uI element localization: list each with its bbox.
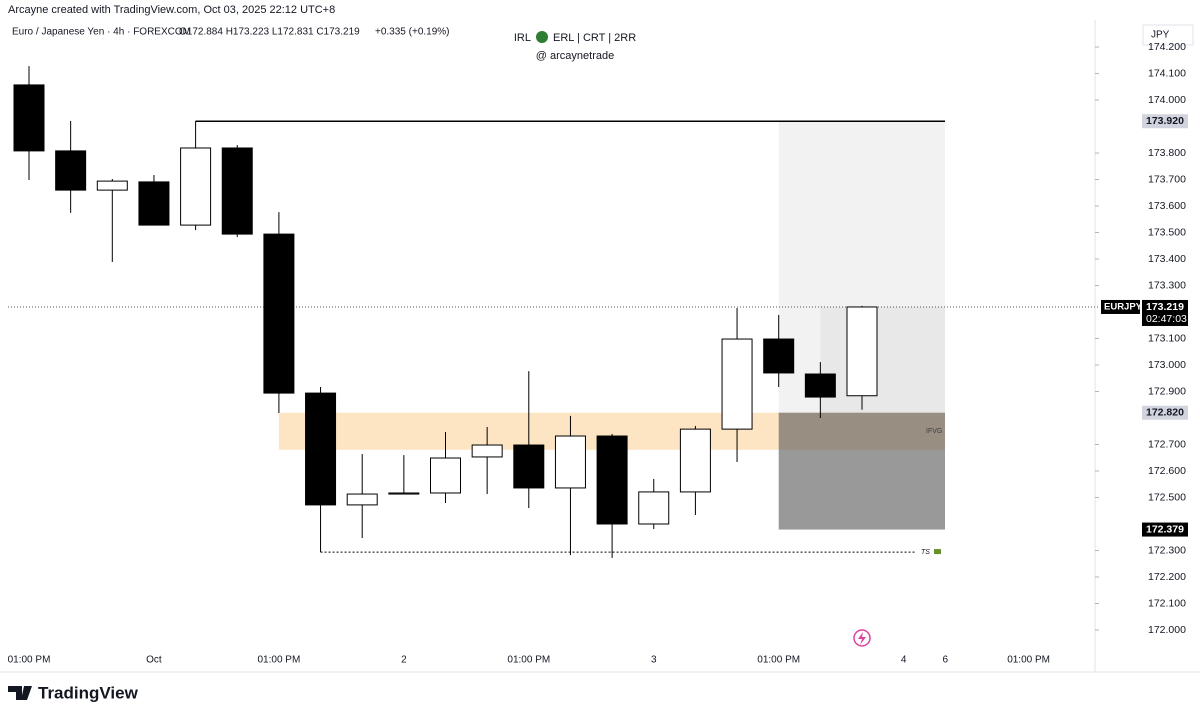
target-current: [820, 306, 945, 413]
candle-body: [305, 392, 337, 506]
sweep-label: TS: [921, 549, 930, 556]
brand-logo: [8, 686, 32, 700]
candle-body: [430, 457, 461, 494]
x-tick-label: 2: [401, 655, 407, 666]
chart-title-right: ERL | CRT | 2RR: [553, 32, 636, 44]
brand: TradingView: [38, 683, 139, 702]
currency-box[interactable]: [1142, 24, 1194, 46]
x-tick-label: 01:00 PM: [757, 655, 800, 666]
candle-body: [13, 84, 45, 152]
candle-body: [388, 492, 420, 495]
high-badge: 173.920: [1146, 115, 1184, 127]
alert-icon[interactable]: [853, 629, 871, 647]
credit: Arcayne created with TradingView.com, Oc…: [8, 4, 335, 16]
alert-bolt: [858, 632, 866, 645]
y-tick-label: 173.600: [1148, 200, 1186, 212]
candle-body: [846, 306, 878, 397]
candle-body: [221, 147, 253, 235]
symbol: Euro / Japanese Yen · 4h · FOREXCOM: [12, 27, 191, 38]
candle-body: [554, 435, 586, 489]
y-tick-label: 173.300: [1148, 279, 1186, 291]
candle-body: [180, 147, 212, 226]
y-tick-label: 172.100: [1148, 597, 1186, 609]
y-tick-label: 173.800: [1148, 147, 1186, 159]
candle-body: [721, 338, 753, 430]
bottom-badge-bg: [1142, 522, 1188, 537]
x-tick-label: 3: [651, 655, 657, 666]
change: +0.335 (+0.19%): [375, 27, 450, 38]
title-icon: [536, 31, 548, 43]
bottom-badge: 172.379: [1146, 523, 1184, 535]
candle-body: [96, 180, 128, 191]
candle-body: [346, 493, 378, 506]
candle-body: [513, 444, 545, 489]
y-tick-label: 172.000: [1148, 624, 1186, 636]
candle-body: [804, 373, 836, 398]
y-tick-label: 173.100: [1148, 332, 1186, 344]
x-tick-label: 01:00 PM: [257, 655, 300, 666]
x-tick-label: 4: [901, 655, 907, 666]
y-tick-label: 172.500: [1148, 491, 1186, 503]
y-tick-label: 172.700: [1148, 438, 1186, 450]
x-tick-label: 6: [943, 655, 949, 666]
high-badge-bg: [1142, 114, 1188, 129]
currency[interactable]: JPY: [1151, 30, 1170, 41]
candle-body: [679, 428, 711, 493]
candle-body: [263, 233, 295, 394]
y-tick-label: 172.900: [1148, 385, 1186, 397]
y-tick-label: 173.700: [1148, 173, 1186, 185]
price-badge-bg: [1142, 299, 1188, 326]
y-tick-label: 173.500: [1148, 226, 1186, 238]
price-badge: 173.219: [1146, 301, 1184, 313]
chart-title-left: IRL: [514, 32, 531, 44]
y-tick-label: 173.000: [1148, 359, 1186, 371]
y-tick-label: 172.600: [1148, 465, 1186, 477]
y-tick-label: 174.200: [1148, 41, 1186, 53]
x-tick-label: 01:00 PM: [1007, 655, 1050, 666]
candle-body: [471, 444, 503, 458]
y-tick-label: 172.200: [1148, 571, 1186, 583]
mid-badge: 172.820: [1146, 406, 1184, 418]
y-tick-label: 174.100: [1148, 67, 1186, 79]
candle-body: [138, 181, 170, 226]
ohlc: O172.884 H173.223 L172.831 C173.219: [179, 27, 360, 38]
symbol-badge: EURJPY: [1104, 301, 1143, 312]
candle-body: [638, 491, 670, 525]
chart-subtitle: @ arcaynetrade: [536, 50, 614, 62]
target-lower: [778, 412, 945, 530]
x-tick-label: 01:00 PM: [8, 655, 51, 666]
sweep-icon: [934, 549, 941, 555]
symbol-badge-bg: [1101, 299, 1140, 314]
candle-body: [763, 338, 795, 374]
countdown: 02:47:03: [1146, 313, 1187, 325]
y-tick-label: 173.400: [1148, 253, 1186, 265]
candle-body: [596, 435, 628, 525]
x-tick-label: 01:00 PM: [507, 655, 550, 666]
mid-badge-bg: [1142, 405, 1188, 420]
candle-body: [55, 150, 87, 191]
y-tick-label: 172.300: [1148, 544, 1186, 556]
x-tick-label: Oct: [146, 655, 162, 666]
y-tick-label: 174.000: [1148, 94, 1186, 106]
